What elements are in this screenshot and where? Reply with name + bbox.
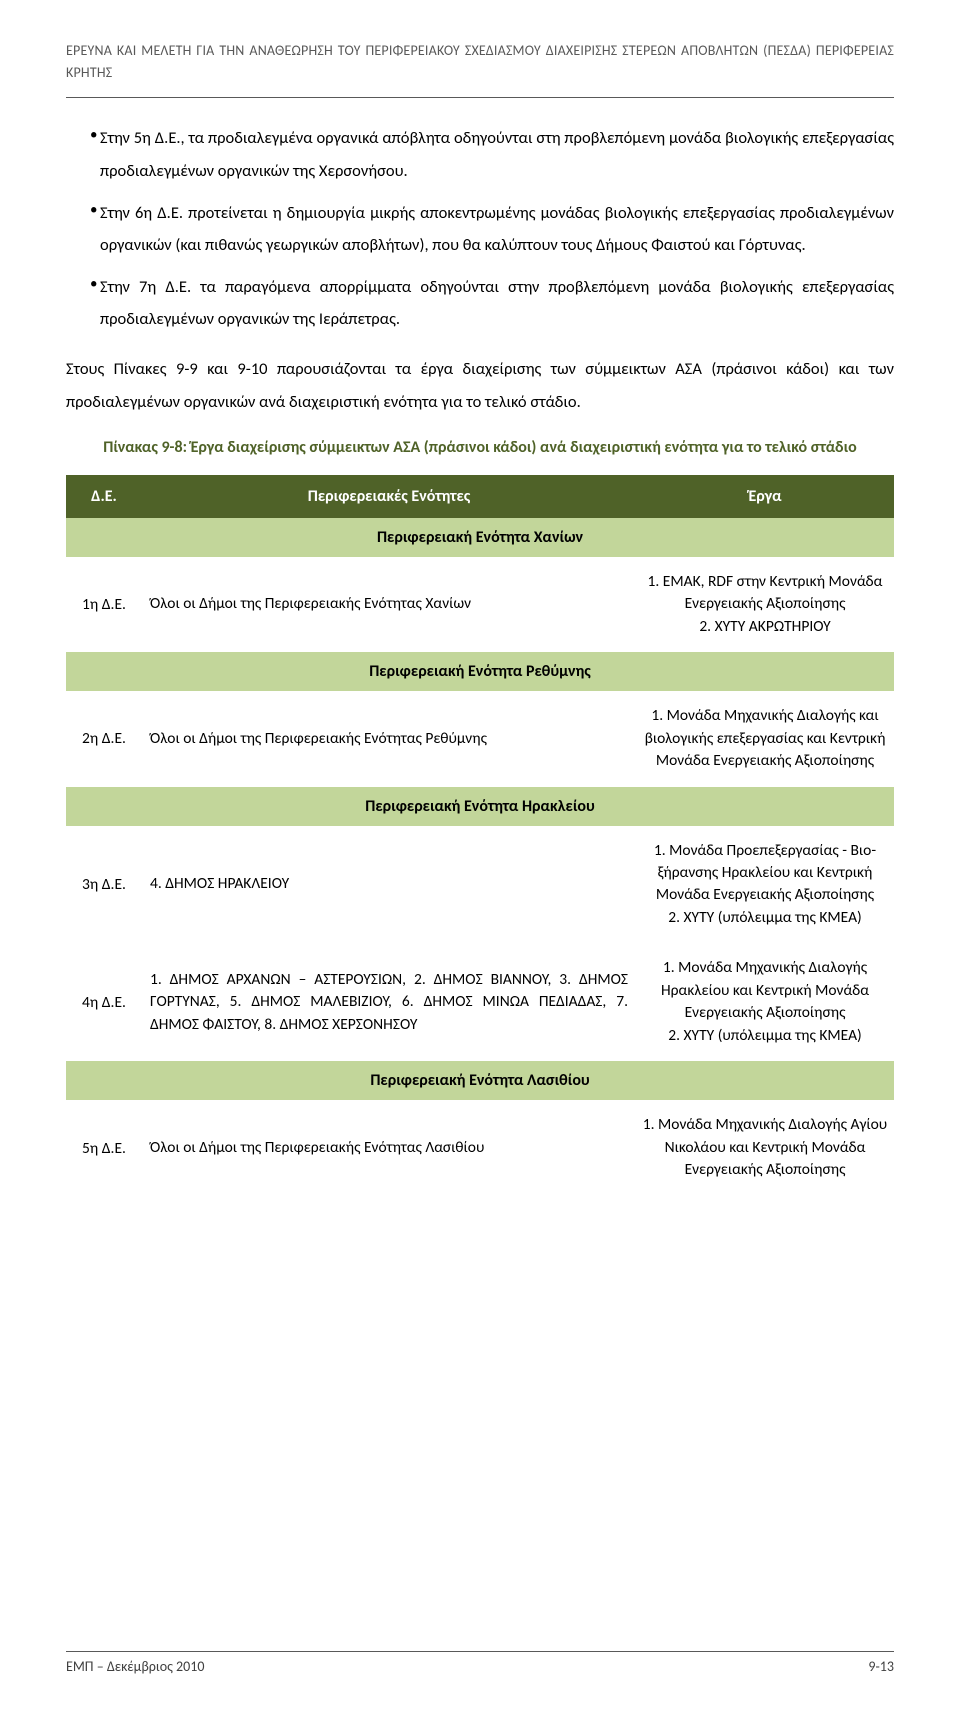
table-row: 2η Δ.Ε. Όλοι οι Δήμοι της Περιφερειακής … xyxy=(66,691,894,786)
list-item: • Στην 7η Δ.Ε. τα παραγόμενα απορρίμματα… xyxy=(74,271,894,335)
header-divider xyxy=(66,97,894,98)
page-header: ΕΡΕΥΝΑ ΚΑΙ ΜΕΛΕΤΗ ΓΙΑ ΤΗΝ ΑΝΑΘΕΩΡΗΣΗ ΤΟΥ… xyxy=(66,40,894,83)
section-header: Περιφερειακή Ενότητα Λασιθίου xyxy=(66,1061,894,1100)
table-row: 4η Δ.Ε. 1. ΔΗΜΟΣ ΑΡΧΑΝΩΝ – ΑΣΤΕΡΟΥΣΙΩΝ, … xyxy=(66,943,894,1061)
list-item-text: Στην 6η Δ.Ε. προτείνεται η δημιουργία μι… xyxy=(100,197,894,261)
projects-table: Δ.Ε. Περιφερειακές Ενότητες Έργα Περιφερ… xyxy=(66,475,894,1196)
cell-projects: 1. Μονάδα Μηχανικής Διαλογής Αγίου Νικολ… xyxy=(636,1100,894,1195)
table-caption: Πίνακας 9-8: Έργα διαχείρισης σύμμεικτων… xyxy=(90,436,870,461)
section-header: Περιφερειακή Ενότητα Ρεθύμνης xyxy=(66,652,894,691)
cell-units: Όλοι οι Δήμοι της Περιφερειακής Ενότητας… xyxy=(142,1100,636,1195)
footer-divider xyxy=(66,1651,894,1652)
cell-units: 4. ΔΗΜΟΣ ΗΡΑΚΛΕΙΟΥ xyxy=(142,826,636,944)
page-footer: ΕΜΠ – Δεκέμβριος 2010 9-13 xyxy=(66,1651,894,1675)
section-header: Περιφερειακή Ενότητα Ηρακλείου xyxy=(66,787,894,826)
cell-de: 1η Δ.Ε. xyxy=(66,557,142,652)
th-projects: Έργα xyxy=(636,475,894,518)
cell-projects: 1. Μονάδα Μηχανικής Διαλογής Ηρακλείου κ… xyxy=(636,943,894,1061)
cell-de: 2η Δ.Ε. xyxy=(66,691,142,786)
bullet-icon: • xyxy=(74,271,100,335)
section-title: Περιφερειακή Ενότητα Χανίων xyxy=(66,518,894,557)
cell-units: Όλοι οι Δήμοι της Περιφερειακής Ενότητας… xyxy=(142,691,636,786)
section-title: Περιφερειακή Ενότητα Ηρακλείου xyxy=(66,787,894,826)
footer-right: 9-13 xyxy=(868,1658,894,1675)
list-item: • Στην 5η Δ.Ε., τα προδιαλεγμένα οργανικ… xyxy=(74,122,894,186)
cell-units: 1. ΔΗΜΟΣ ΑΡΧΑΝΩΝ – ΑΣΤΕΡΟΥΣΙΩΝ, 2. ΔΗΜΟΣ… xyxy=(142,943,636,1061)
list-item-text: Στην 5η Δ.Ε., τα προδιαλεγμένα οργανικά … xyxy=(100,122,894,186)
table-row: 5η Δ.Ε. Όλοι οι Δήμοι της Περιφερειακής … xyxy=(66,1100,894,1195)
bullet-icon: • xyxy=(74,122,100,186)
cell-projects: 1. Μονάδα Μηχανικής Διαλογής και βιολογι… xyxy=(636,691,894,786)
section-title: Περιφερειακή Ενότητα Λασιθίου xyxy=(66,1061,894,1100)
table-header-row: Δ.Ε. Περιφερειακές Ενότητες Έργα xyxy=(66,475,894,518)
section-title: Περιφερειακή Ενότητα Ρεθύμνης xyxy=(66,652,894,691)
cell-de: 3η Δ.Ε. xyxy=(66,826,142,944)
cell-units: Όλοι οι Δήμοι της Περιφερειακής Ενότητας… xyxy=(142,557,636,652)
section-header: Περιφερειακή Ενότητα Χανίων xyxy=(66,518,894,557)
cell-de: 5η Δ.Ε. xyxy=(66,1100,142,1195)
bullet-icon: • xyxy=(74,197,100,261)
list-item: • Στην 6η Δ.Ε. προτείνεται η δημιουργία … xyxy=(74,197,894,261)
cell-de: 4η Δ.Ε. xyxy=(66,943,142,1061)
table-row: 3η Δ.Ε. 4. ΔΗΜΟΣ ΗΡΑΚΛΕΙΟΥ 1. Μονάδα Προ… xyxy=(66,826,894,944)
th-units: Περιφερειακές Ενότητες xyxy=(142,475,636,518)
th-de: Δ.Ε. xyxy=(66,475,142,518)
footer-left: ΕΜΠ – Δεκέμβριος 2010 xyxy=(66,1658,204,1675)
body-paragraph: Στους Πίνακες 9-9 και 9-10 παρουσιάζοντα… xyxy=(66,353,894,417)
bullet-list: • Στην 5η Δ.Ε., τα προδιαλεγμένα οργανικ… xyxy=(66,122,894,335)
list-item-text: Στην 7η Δ.Ε. τα παραγόμενα απορρίμματα ο… xyxy=(100,271,894,335)
table-row: 1η Δ.Ε. Όλοι οι Δήμοι της Περιφερειακής … xyxy=(66,557,894,652)
cell-projects: 1. Μονάδα Προεπεξεργασίας - Βιο-ξήρανσης… xyxy=(636,826,894,944)
cell-projects: 1. ΕΜΑΚ, RDF στην Κεντρική Μονάδα Ενεργε… xyxy=(636,557,894,652)
